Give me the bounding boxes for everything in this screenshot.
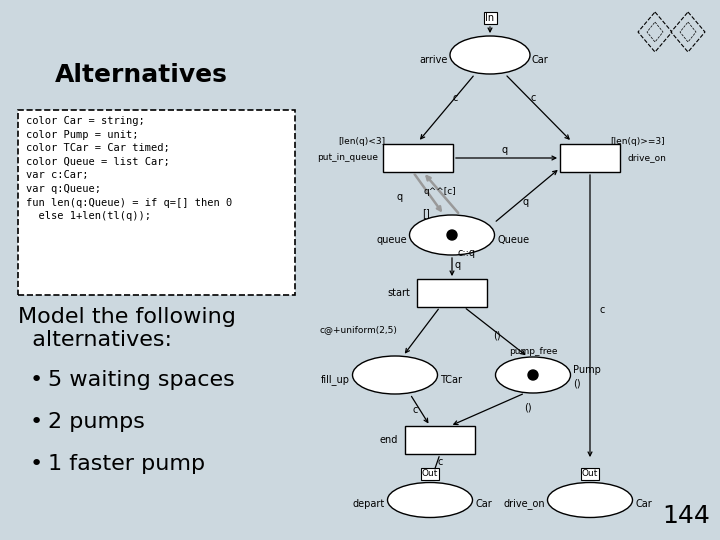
- Text: [len(q)>=3]: [len(q)>=3]: [610, 138, 665, 146]
- Text: (): (): [573, 378, 580, 388]
- Text: (): (): [524, 403, 532, 413]
- Text: q: q: [397, 192, 403, 202]
- Text: TCar: TCar: [440, 375, 462, 385]
- Text: Car: Car: [532, 55, 549, 65]
- Text: pump_free: pump_free: [509, 347, 557, 355]
- Text: c: c: [452, 93, 458, 103]
- Text: arrive: arrive: [420, 55, 448, 65]
- Text: Out: Out: [582, 469, 598, 478]
- Polygon shape: [647, 22, 663, 42]
- Text: put_in_queue: put_in_queue: [317, 153, 378, 163]
- Text: []: []: [422, 208, 430, 218]
- Text: Out: Out: [422, 469, 438, 478]
- Text: Pump: Pump: [573, 365, 601, 375]
- Text: q^^[c]: q^^[c]: [423, 187, 456, 197]
- Text: q: q: [502, 145, 508, 155]
- Text: c::q: c::q: [457, 248, 475, 258]
- Text: c: c: [599, 305, 605, 315]
- Ellipse shape: [410, 215, 495, 255]
- FancyBboxPatch shape: [484, 12, 497, 24]
- Polygon shape: [671, 12, 705, 52]
- Text: 1 faster pump: 1 faster pump: [48, 454, 205, 474]
- Text: •: •: [30, 412, 43, 432]
- Text: color Car = string;
color Pump = unit;
color TCar = Car timed;
color Queue = lis: color Car = string; color Pump = unit; c…: [26, 116, 233, 221]
- Text: q: q: [523, 197, 529, 207]
- Ellipse shape: [353, 356, 438, 394]
- FancyBboxPatch shape: [560, 144, 620, 172]
- FancyBboxPatch shape: [383, 144, 453, 172]
- FancyBboxPatch shape: [405, 426, 475, 454]
- Text: queue: queue: [377, 235, 407, 245]
- Text: Queue: Queue: [497, 235, 529, 245]
- FancyBboxPatch shape: [417, 279, 487, 307]
- Text: (): (): [493, 330, 501, 340]
- FancyBboxPatch shape: [421, 468, 438, 480]
- Text: 2 pumps: 2 pumps: [48, 412, 145, 432]
- Text: c@+uniform(2,5): c@+uniform(2,5): [320, 326, 398, 334]
- Ellipse shape: [528, 370, 538, 380]
- Ellipse shape: [547, 483, 632, 517]
- Ellipse shape: [387, 483, 472, 517]
- Text: depart: depart: [353, 499, 385, 509]
- Text: c: c: [437, 457, 443, 467]
- Text: c: c: [413, 405, 418, 415]
- Ellipse shape: [447, 230, 457, 240]
- Text: drive_on: drive_on: [628, 153, 667, 163]
- Text: q: q: [455, 260, 461, 270]
- Text: In: In: [485, 13, 495, 23]
- FancyBboxPatch shape: [18, 110, 295, 295]
- Text: 5 waiting spaces: 5 waiting spaces: [48, 370, 235, 390]
- Polygon shape: [638, 12, 672, 52]
- Text: Model the following
  alternatives:: Model the following alternatives:: [18, 307, 236, 350]
- Text: Car: Car: [475, 499, 492, 509]
- Text: •: •: [30, 454, 43, 474]
- Text: 144: 144: [662, 504, 710, 528]
- Ellipse shape: [495, 357, 570, 393]
- Ellipse shape: [450, 36, 530, 74]
- Text: start: start: [387, 288, 410, 298]
- Text: end: end: [379, 435, 398, 445]
- Text: fill_up: fill_up: [321, 375, 350, 386]
- Text: •: •: [30, 370, 43, 390]
- Text: c: c: [531, 93, 536, 103]
- Text: drive_on: drive_on: [503, 498, 545, 509]
- Polygon shape: [680, 22, 696, 42]
- FancyBboxPatch shape: [581, 468, 599, 480]
- Text: [len(q)<3]: [len(q)<3]: [338, 138, 385, 146]
- Text: Alternatives: Alternatives: [55, 63, 228, 87]
- Text: Car: Car: [635, 499, 652, 509]
